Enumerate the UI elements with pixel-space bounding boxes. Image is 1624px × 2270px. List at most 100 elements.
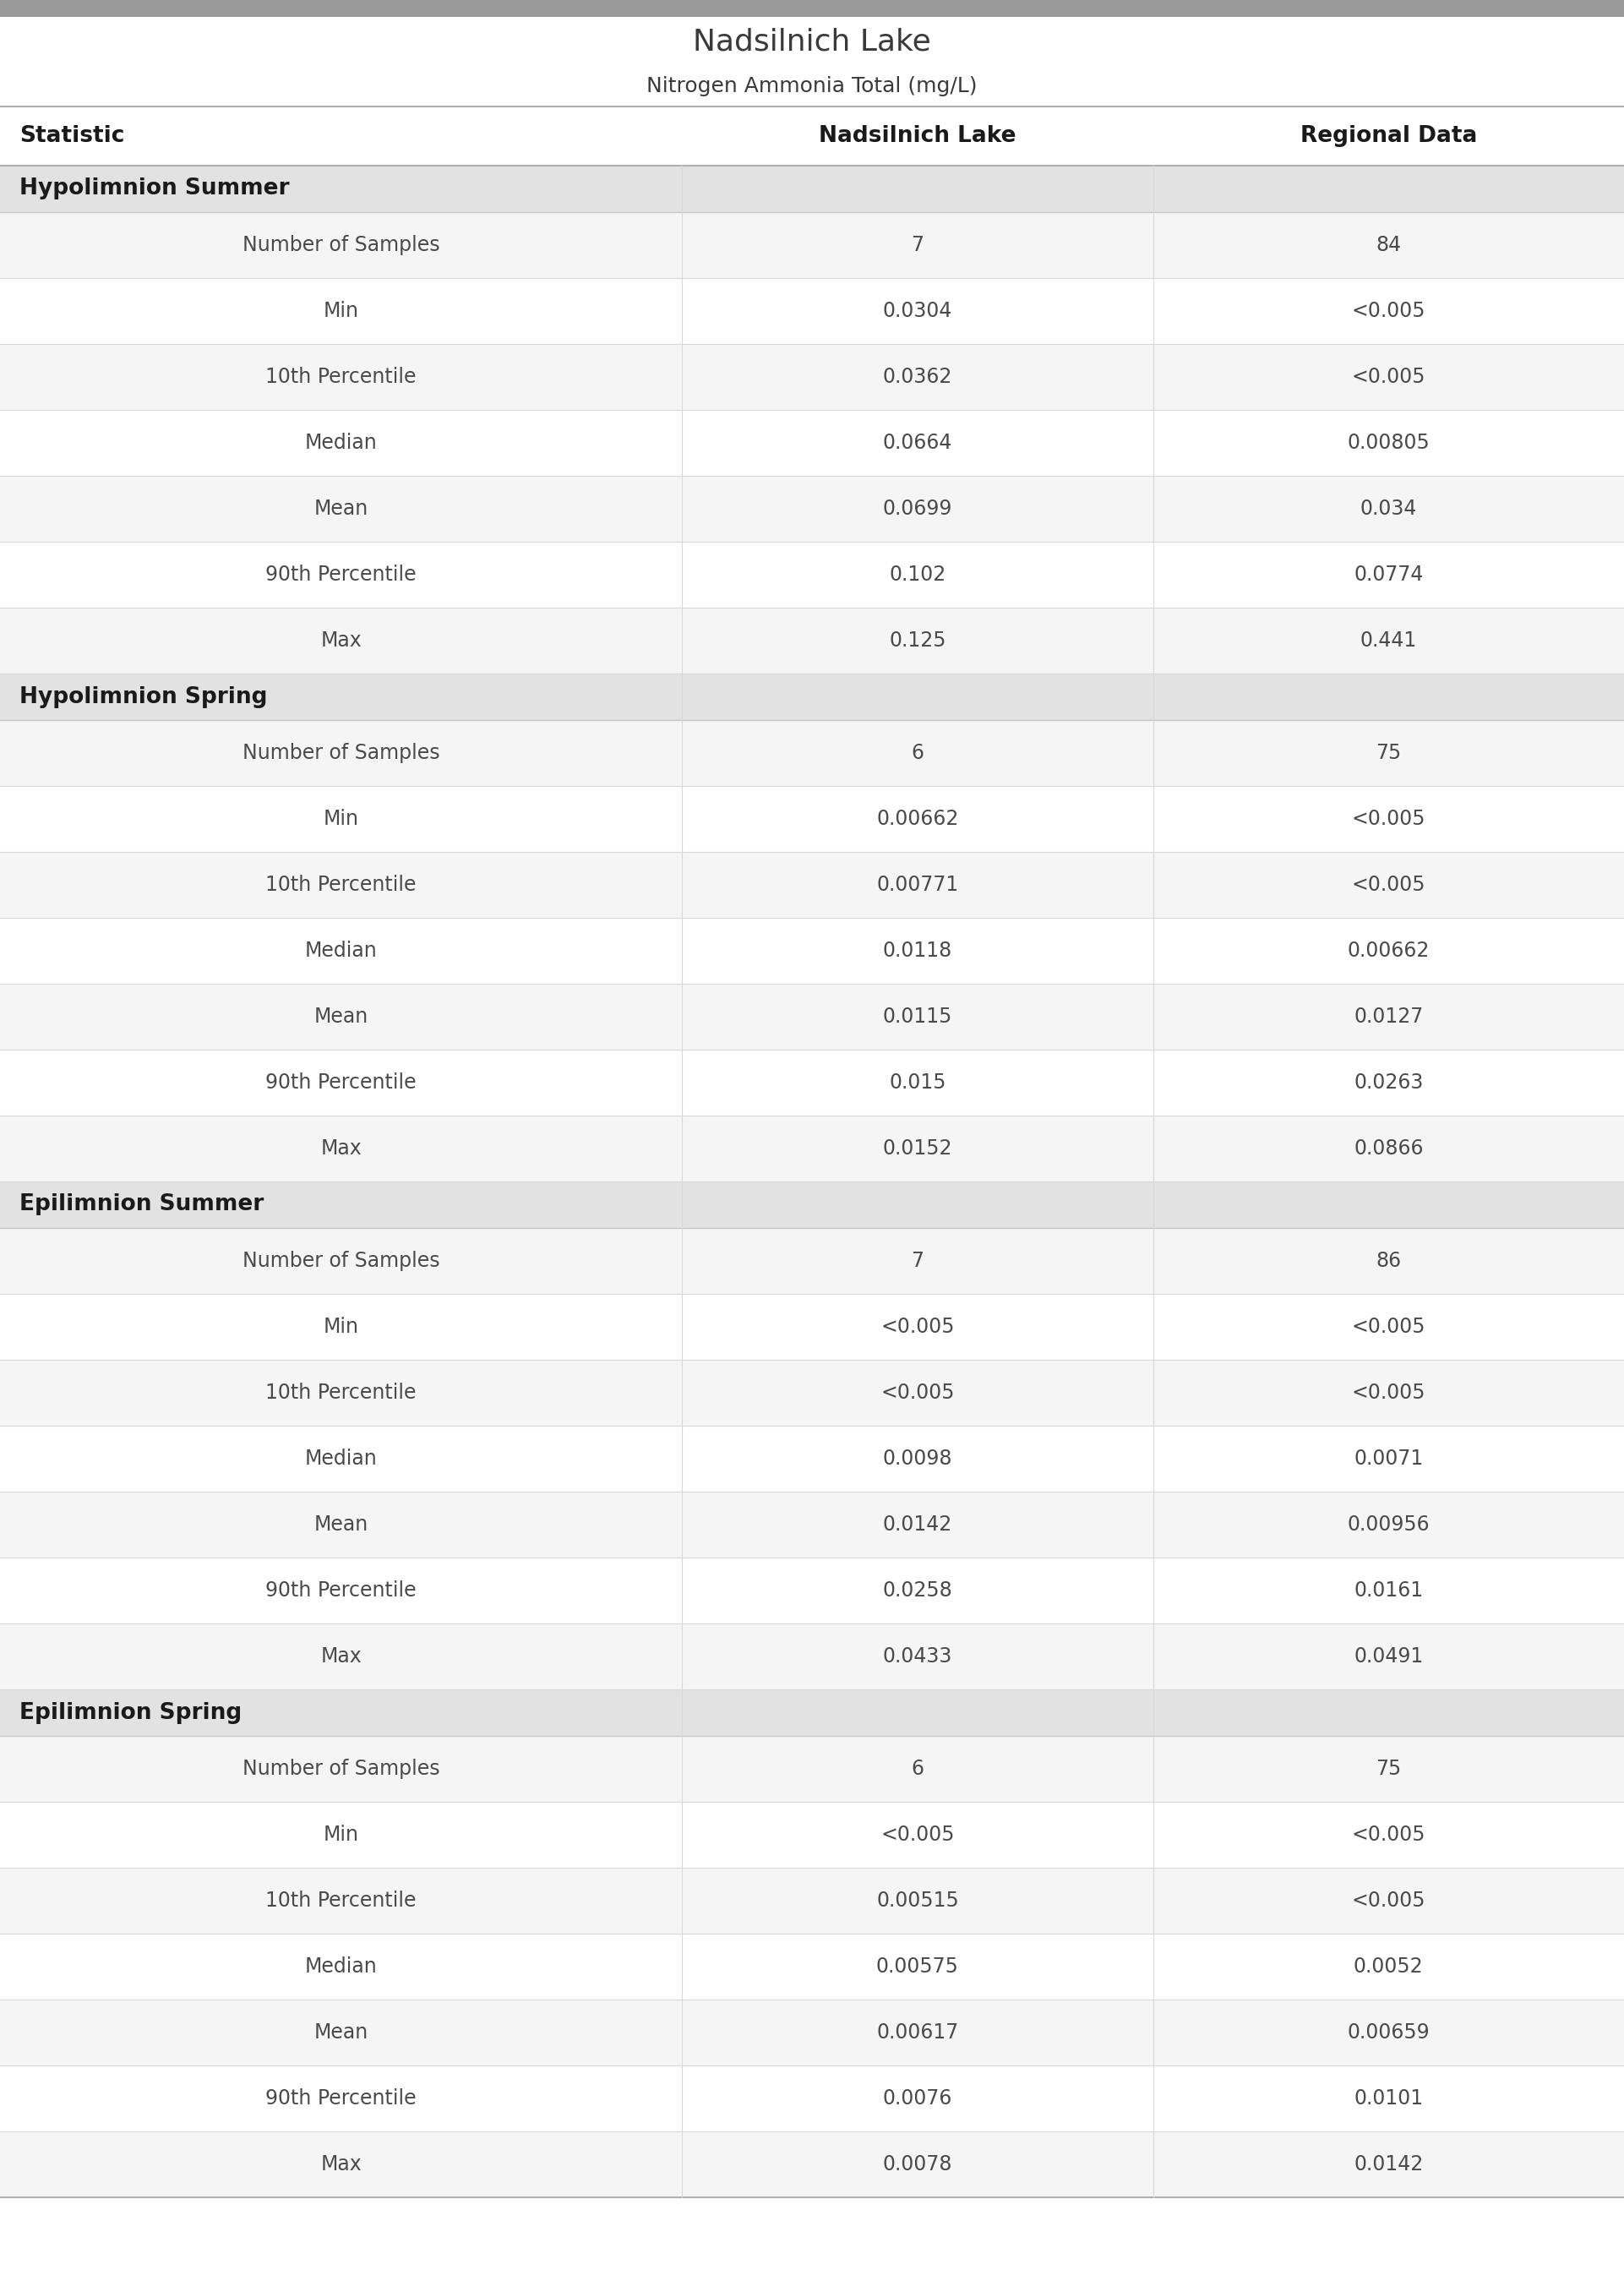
Bar [0, 345, 1624, 411]
Bar [0, 1426, 1624, 1491]
Bar [0, 983, 1624, 1049]
Text: 0.0866: 0.0866 [1354, 1137, 1423, 1158]
Bar [0, 1491, 1624, 1557]
Text: 0.0491: 0.0491 [1354, 1646, 1423, 1666]
Text: 0.0161: 0.0161 [1354, 1580, 1423, 1600]
Text: Max: Max [320, 1137, 362, 1158]
Text: 0.00575: 0.00575 [877, 1957, 958, 1977]
Text: Median: Median [305, 1448, 377, 1469]
Bar [0, 1049, 1624, 1115]
Text: Number of Samples: Number of Samples [242, 1759, 440, 1780]
Bar [0, 2132, 1624, 2197]
Text: 0.0152: 0.0152 [883, 1137, 952, 1158]
Text: Nadsilnich Lake: Nadsilnich Lake [818, 125, 1017, 148]
Text: Mean: Mean [313, 2023, 369, 2043]
Text: Min: Min [323, 1825, 359, 1846]
Text: 0.00617: 0.00617 [877, 2023, 958, 2043]
Text: 0.0433: 0.0433 [883, 1646, 952, 1666]
Bar [0, 1737, 1624, 1802]
Text: 6: 6 [911, 742, 924, 763]
Text: 0.0078: 0.0078 [883, 2154, 952, 2175]
Bar [0, 211, 1624, 277]
Text: Regional Data: Regional Data [1301, 125, 1476, 148]
Text: Number of Samples: Number of Samples [242, 742, 440, 763]
Text: 0.00659: 0.00659 [1348, 2023, 1429, 2043]
Text: 0.00515: 0.00515 [877, 1891, 958, 1911]
Text: 0.0304: 0.0304 [883, 302, 952, 320]
Text: Median: Median [305, 940, 377, 960]
Bar [0, 107, 1624, 166]
Text: 10th Percentile: 10th Percentile [266, 1382, 416, 1403]
Bar [0, 917, 1624, 983]
Text: 0.0258: 0.0258 [882, 1580, 953, 1600]
Text: <0.005: <0.005 [1351, 1825, 1426, 1846]
Text: Epilimnion Summer: Epilimnion Summer [19, 1194, 263, 1217]
Text: 0.0115: 0.0115 [883, 1006, 952, 1026]
Text: 0.0101: 0.0101 [1354, 2088, 1423, 2109]
Text: 0.0142: 0.0142 [1354, 2154, 1423, 2175]
Text: 0.0263: 0.0263 [1354, 1071, 1423, 1092]
Bar [0, 1557, 1624, 1623]
Bar [0, 1689, 1624, 1737]
Text: 10th Percentile: 10th Percentile [266, 368, 416, 388]
Text: 0.441: 0.441 [1361, 631, 1416, 651]
Text: 7: 7 [911, 1251, 924, 1271]
Text: 0.0098: 0.0098 [883, 1448, 952, 1469]
Text: <0.005: <0.005 [1351, 808, 1426, 829]
Bar [0, 543, 1624, 608]
Bar [0, 0, 1624, 16]
Text: 75: 75 [1376, 1759, 1402, 1780]
Text: 7: 7 [911, 234, 924, 254]
Text: Nadsilnich Lake: Nadsilnich Lake [693, 27, 931, 57]
Text: 0.0664: 0.0664 [883, 434, 952, 454]
Text: Hypolimnion Spring: Hypolimnion Spring [19, 686, 268, 708]
Bar [0, 166, 1624, 211]
Text: 0.00771: 0.00771 [877, 874, 958, 894]
Text: 90th Percentile: 90th Percentile [266, 1071, 416, 1092]
Bar [0, 1294, 1624, 1360]
Text: Max: Max [320, 2154, 362, 2175]
Text: 86: 86 [1376, 1251, 1402, 1271]
Bar [0, 1934, 1624, 2000]
Text: <0.005: <0.005 [1351, 1382, 1426, 1403]
Text: 0.0142: 0.0142 [883, 1514, 952, 1535]
Text: 75: 75 [1376, 742, 1402, 763]
Bar [0, 477, 1624, 543]
Text: 10th Percentile: 10th Percentile [266, 874, 416, 894]
Text: 0.0774: 0.0774 [1354, 565, 1423, 586]
Bar [0, 1360, 1624, 1426]
Text: <0.005: <0.005 [1351, 368, 1426, 388]
Text: 6: 6 [911, 1759, 924, 1780]
Text: <0.005: <0.005 [1351, 1317, 1426, 1337]
Text: Median: Median [305, 434, 377, 454]
Text: 0.102: 0.102 [890, 565, 945, 586]
Bar [0, 411, 1624, 477]
Bar [0, 608, 1624, 674]
Text: Epilimnion Spring: Epilimnion Spring [19, 1702, 242, 1723]
Text: <0.005: <0.005 [880, 1825, 955, 1846]
Text: 0.0699: 0.0699 [883, 499, 952, 520]
Text: Statistic: Statistic [19, 125, 125, 148]
Text: 0.0118: 0.0118 [883, 940, 952, 960]
Bar [0, 1228, 1624, 1294]
Bar [0, 1180, 1624, 1228]
Text: 0.0076: 0.0076 [883, 2088, 952, 2109]
Text: 0.00662: 0.00662 [1348, 940, 1429, 960]
Text: 0.00662: 0.00662 [877, 808, 958, 829]
Bar [0, 1868, 1624, 1934]
Text: 0.0052: 0.0052 [1354, 1957, 1423, 1977]
Text: 90th Percentile: 90th Percentile [266, 2088, 416, 2109]
Text: Hypolimnion Summer: Hypolimnion Summer [19, 177, 289, 200]
Text: Max: Max [320, 631, 362, 651]
Text: Number of Samples: Number of Samples [242, 1251, 440, 1271]
Bar [0, 785, 1624, 851]
Text: 0.00956: 0.00956 [1348, 1514, 1429, 1535]
Text: <0.005: <0.005 [1351, 1891, 1426, 1911]
Text: Median: Median [305, 1957, 377, 1977]
Text: <0.005: <0.005 [1351, 302, 1426, 320]
Text: Number of Samples: Number of Samples [242, 234, 440, 254]
Text: 10th Percentile: 10th Percentile [266, 1891, 416, 1911]
Text: Min: Min [323, 1317, 359, 1337]
Text: Min: Min [323, 302, 359, 320]
Text: Max: Max [320, 1646, 362, 1666]
